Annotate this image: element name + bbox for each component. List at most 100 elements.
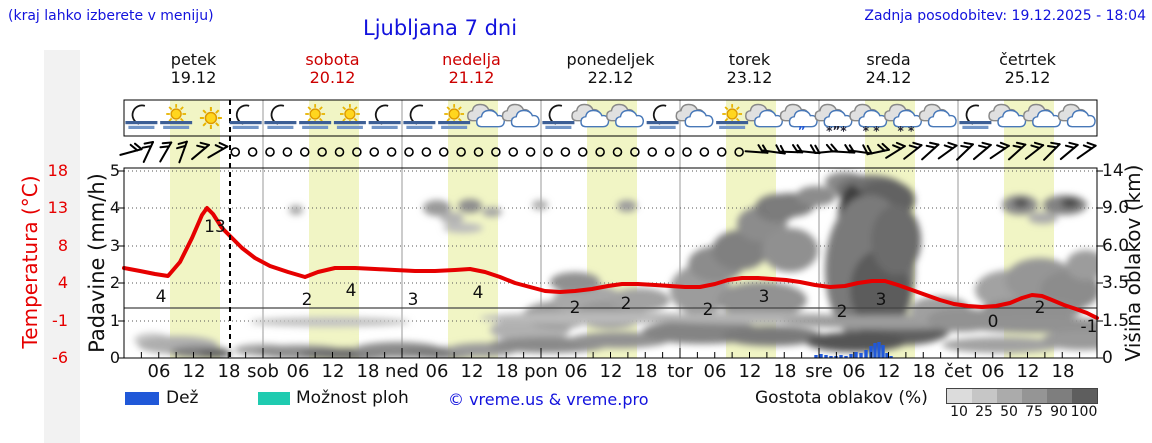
day-abbrev-label: sre xyxy=(805,361,833,382)
precipitation-tick-label: 3 xyxy=(109,236,120,255)
cloud-height-tick-label: 14 xyxy=(1102,161,1124,181)
wind-barb-icon xyxy=(956,141,974,161)
calm-wind-icon xyxy=(508,147,519,157)
rain-bars xyxy=(814,342,893,358)
temperature-tick-label: 18 xyxy=(47,161,68,180)
cloud-height-tick-label: 1.5 xyxy=(1102,311,1130,331)
cloud-density-scale-segment xyxy=(947,389,972,403)
temperature-tick-label: -6 xyxy=(52,348,68,367)
wind-barb-icon xyxy=(796,144,821,155)
sun-fog-icon xyxy=(716,104,749,129)
showers-legend-label: Možnost ploh xyxy=(296,388,409,408)
svg-text:*”*: *”* xyxy=(826,124,847,138)
calm-wind-icon xyxy=(317,147,327,157)
cloud-rain-icon: ” xyxy=(779,103,818,138)
cloud-density-layer xyxy=(134,172,1097,358)
left-gutter-shade xyxy=(44,50,80,443)
temperature-value-label: 3 xyxy=(408,290,419,310)
day-abbrev-label: ned xyxy=(385,361,419,382)
day-header-ponedeljek: ponedeljek 22.12 xyxy=(541,51,680,87)
sun-icon xyxy=(199,107,222,129)
cloud-icon xyxy=(918,103,957,128)
temperature-value-label: -1 xyxy=(1081,317,1098,337)
day-date: 25.12 xyxy=(1004,68,1051,87)
precipitation-tick-label: 2 xyxy=(109,273,120,292)
calm-wind-icon xyxy=(352,147,362,157)
sun-fog-icon xyxy=(160,104,193,129)
calm-wind-icon xyxy=(438,147,449,157)
calm-wind-icon xyxy=(612,147,623,157)
cloud-height-axis-title: Višina oblakov (km) xyxy=(1121,164,1145,362)
precipitation-tick-label: 1 xyxy=(109,311,120,330)
calm-wind-icon xyxy=(247,147,258,157)
cloud-density-scale-value: 50 xyxy=(1000,404,1018,420)
credit-link[interactable]: © vreme.us & vreme.pro xyxy=(448,390,649,409)
hour-label: 12 xyxy=(321,361,345,382)
hour-label: 12 xyxy=(460,361,484,382)
cloud-rain-snow-icon: *”* xyxy=(814,103,853,138)
wind-barb-icon xyxy=(1076,141,1097,160)
wind-barb-icon xyxy=(191,141,210,161)
moon-fog-icon xyxy=(403,104,436,129)
day-abbrev-label: čet xyxy=(943,361,973,382)
hour-label: 12 xyxy=(877,361,901,382)
calm-wind-icon xyxy=(491,147,501,157)
day-header-sreda: sreda 24.12 xyxy=(819,51,958,87)
moon-fog-icon xyxy=(264,104,297,129)
temperature-value-label: 13 xyxy=(204,217,226,237)
temperature-value-label: 3 xyxy=(876,290,887,310)
wind-barb-icon xyxy=(848,144,873,155)
cloud-density-scale-value: 75 xyxy=(1025,404,1043,420)
day-name: sobota xyxy=(305,50,360,69)
hour-label: 06 xyxy=(564,361,588,382)
cloud-density-scale xyxy=(946,388,1098,404)
last-updated: Zadnja posodobitev: 19.12.2025 - 18:04 xyxy=(864,8,1146,24)
cloud-height-tick-label: 3.5 xyxy=(1102,273,1130,293)
temperature-value-label: 2 xyxy=(302,290,313,310)
precipitation-tick-label: 4 xyxy=(109,198,120,217)
day-name: petek xyxy=(170,50,217,69)
day-header-torek: torek 23.12 xyxy=(680,51,819,87)
svg-text:* *: * * xyxy=(898,124,915,138)
wind-barb-icon xyxy=(159,141,173,163)
temperature-value-label: 2 xyxy=(621,294,632,314)
temperature-tick-label: 13 xyxy=(47,198,68,217)
hour-label: 06 xyxy=(981,361,1005,382)
calm-wind-icon xyxy=(543,147,553,157)
calm-wind-icon xyxy=(647,147,658,157)
wind-barb-icon xyxy=(937,141,958,160)
sun-fog-icon xyxy=(299,104,332,129)
calm-wind-icon xyxy=(595,147,605,157)
calm-wind-icon xyxy=(734,147,744,157)
calm-wind-icon xyxy=(299,147,310,157)
hour-label: 12 xyxy=(1016,361,1040,382)
wind-barb-icon xyxy=(1007,141,1027,161)
moon-fog-icon xyxy=(229,104,262,129)
cloud-icon xyxy=(606,103,645,128)
wind-barb-icon xyxy=(885,141,906,159)
temperature-tick-label: 4 xyxy=(57,273,68,292)
wind-row xyxy=(119,140,1097,164)
page-title: Ljubljana 7 dni xyxy=(363,16,518,40)
wind-barb-icon xyxy=(903,141,923,160)
hour-label: 18 xyxy=(495,361,519,382)
temperature-tick-label: -1 xyxy=(52,311,68,330)
cloud-icon xyxy=(501,103,540,128)
cloud-density-scale-segment xyxy=(997,389,1022,403)
calm-wind-icon xyxy=(716,147,727,157)
day-name: četrtek xyxy=(999,50,1056,69)
hour-label: 06 xyxy=(147,361,171,382)
day-header-sobota: sobota 20.12 xyxy=(263,51,402,87)
daylight-band xyxy=(309,100,359,358)
day-header-petek: petek 19.12 xyxy=(124,51,263,87)
day-date: 22.12 xyxy=(587,68,634,87)
wind-barb-icon xyxy=(1059,141,1079,161)
temperature-value-labels: 4 13 2 4 3 4 2 2 2 3 2 3 0 2 -1 xyxy=(156,217,1098,337)
moon-fog-icon xyxy=(368,104,401,129)
hour-label: 06 xyxy=(286,361,310,382)
wind-barb-icon xyxy=(207,141,229,159)
day-name: torek xyxy=(728,50,771,69)
day-name: nedelja xyxy=(442,50,501,69)
wind-barb-icon xyxy=(972,141,992,161)
